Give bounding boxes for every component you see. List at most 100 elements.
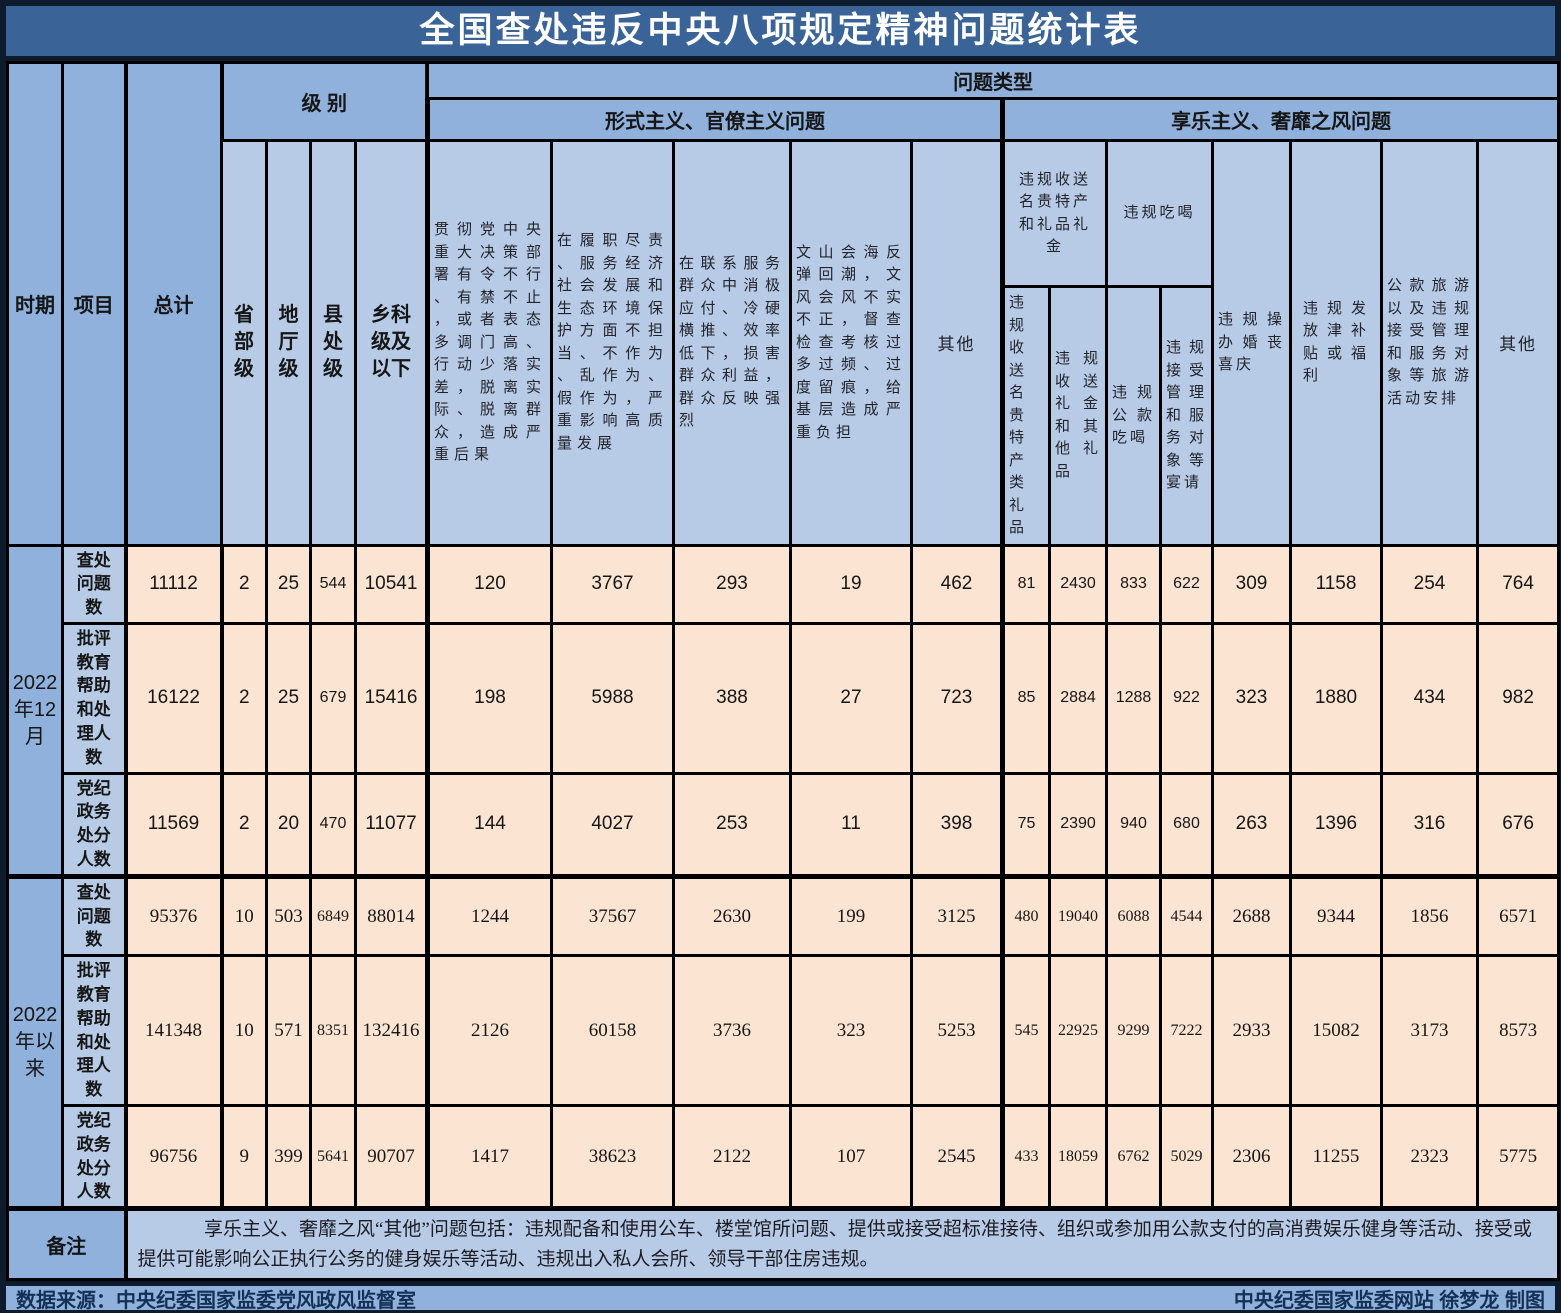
data-cell: 723 — [910, 621, 1004, 775]
data-cell: 11077 — [354, 771, 429, 878]
data-cell: 20 — [265, 771, 312, 878]
data-cell: 982 — [1475, 621, 1561, 775]
data-cell: 922 — [1159, 621, 1214, 775]
data-cell: 60158 — [550, 954, 675, 1108]
data-cell: 5029 — [1159, 1104, 1214, 1211]
header-formalism-col-4: 文山会海反弹回潮，文风会风不实不正，督查检查考核过多过频、过度留痕，给基层造成严… — [789, 139, 913, 547]
data-cell: 470 — [309, 771, 357, 878]
data-cell: 18059 — [1048, 1104, 1108, 1211]
data-cell: 1856 — [1380, 873, 1479, 958]
data-cell: 5253 — [910, 954, 1004, 1108]
data-cell: 95376 — [123, 873, 223, 958]
data-cell: 9 — [219, 1104, 268, 1211]
data-cell: 1158 — [1289, 543, 1383, 625]
row-label: 党纪政务处分人数 — [61, 1104, 127, 1211]
data-cell: 85 — [1000, 621, 1051, 775]
footer-bar: 数据来源：中央纪委国家监委党风政风监督室 中央纪委国家监委网站 徐梦龙 制图 — [6, 1281, 1555, 1312]
data-cell: 6088 — [1105, 873, 1162, 958]
data-cell: 2884 — [1048, 621, 1108, 775]
data-cell: 6849 — [309, 873, 357, 958]
remark-label: 备注 — [6, 1206, 127, 1282]
data-cell: 2390 — [1048, 771, 1108, 878]
data-cell: 676 — [1475, 771, 1561, 878]
data-cell: 1396 — [1289, 771, 1383, 878]
data-cell: 25 — [265, 543, 312, 625]
data-cell: 7222 — [1159, 954, 1214, 1108]
data-cell: 544 — [309, 543, 357, 625]
data-cell: 1244 — [425, 873, 553, 958]
data-cell: 10 — [219, 873, 268, 958]
data-cell: 4027 — [550, 771, 675, 878]
header-hedonism-wedding: 违规操办婚丧喜庆 — [1211, 139, 1292, 547]
header-period: 时期 — [6, 61, 64, 547]
data-cell: 622 — [1159, 543, 1214, 625]
header-item: 项目 — [61, 61, 127, 547]
data-cell: 6571 — [1475, 873, 1561, 958]
data-cell: 81 — [1000, 543, 1051, 625]
data-source-text: 数据来源：中央纪委国家监委党风政风监督室 — [16, 1289, 416, 1312]
data-cell: 141348 — [123, 954, 223, 1108]
data-cell: 571 — [265, 954, 312, 1108]
header-hedonism-allowance: 违规发放津补贴或福利 — [1289, 139, 1383, 547]
data-cell: 679 — [309, 621, 357, 775]
header-problem-type: 问题类型 — [425, 61, 1561, 100]
data-cell: 940 — [1105, 771, 1162, 878]
data-cell: 8351 — [309, 954, 357, 1108]
data-cell: 2688 — [1211, 873, 1292, 958]
data-cell: 9299 — [1105, 954, 1162, 1108]
header-hedonism-travel: 公款旅游以及违规接受管理和服务对象等旅游活动安排 — [1380, 139, 1479, 547]
data-cell: 323 — [789, 954, 913, 1108]
header-level-township: 乡科级及以下 — [354, 139, 429, 547]
data-cell: 37567 — [550, 873, 675, 958]
data-cell: 19 — [789, 543, 913, 625]
header-hedonism-public-meal: 违规公款吃喝 — [1105, 285, 1162, 547]
row-label: 查处问题数 — [61, 543, 127, 625]
data-cell: 199 — [789, 873, 913, 958]
data-cell: 2545 — [910, 1104, 1004, 1211]
data-cell: 90707 — [354, 1104, 429, 1211]
header-formalism-col-1: 贯彻党中央重大决策部署有令不行、有禁不止，或者表态多调门高、行动少落实差，脱离实… — [425, 139, 553, 547]
row-label: 批评教育帮助和处理人数 — [61, 954, 127, 1108]
header-hedonism-gift-specialty: 违规收送名贵特产类礼品 — [1000, 285, 1051, 547]
data-cell: 4544 — [1159, 873, 1214, 958]
data-cell: 11112 — [123, 543, 223, 625]
data-cell: 2 — [219, 621, 268, 775]
statistics-table: 时期 项目 总计 级 别 问题类型 形式主义、官僚主义问题 享乐主义、奢靡之风问… — [6, 61, 1561, 1282]
data-cell: 15082 — [1289, 954, 1383, 1108]
data-cell: 96756 — [123, 1104, 223, 1211]
data-cell: 2630 — [672, 873, 792, 958]
data-cell: 2306 — [1211, 1104, 1292, 1211]
period-label: 2022年12月 — [6, 543, 64, 878]
data-cell: 764 — [1475, 543, 1561, 625]
data-cell: 434 — [1380, 621, 1479, 775]
data-cell: 480 — [1000, 873, 1051, 958]
data-cell: 545 — [1000, 954, 1051, 1108]
data-cell: 120 — [425, 543, 553, 625]
data-cell: 3125 — [910, 873, 1004, 958]
data-cell: 316 — [1380, 771, 1479, 878]
data-cell: 2 — [219, 543, 268, 625]
data-cell: 6762 — [1105, 1104, 1162, 1211]
data-cell: 2430 — [1048, 543, 1108, 625]
data-cell: 8573 — [1475, 954, 1561, 1108]
row-label: 查处问题数 — [61, 873, 127, 958]
data-cell: 11569 — [123, 771, 223, 878]
data-cell: 1288 — [1105, 621, 1162, 775]
data-cell: 16122 — [123, 621, 223, 775]
data-cell: 2 — [219, 771, 268, 878]
data-cell: 323 — [1211, 621, 1292, 775]
data-cell: 25 — [265, 621, 312, 775]
data-cell: 398 — [910, 771, 1004, 878]
row-label: 党纪政务处分人数 — [61, 771, 127, 878]
remark-text: 享乐主义、奢靡之风“其他”问题包括：违规配备和使用公车、楼堂馆所问题、提供或接受… — [137, 1219, 1532, 1270]
data-cell: 680 — [1159, 771, 1214, 878]
data-cell: 3767 — [550, 543, 675, 625]
data-cell: 88014 — [354, 873, 429, 958]
data-cell: 253 — [672, 771, 792, 878]
data-cell: 22925 — [1048, 954, 1108, 1108]
remark-content: 享乐主义、奢靡之风“其他”问题包括：违规配备和使用公车、楼堂馆所问题、提供或接受… — [123, 1206, 1561, 1282]
period-label: 2022年以来 — [6, 873, 64, 1211]
data-cell: 107 — [789, 1104, 913, 1211]
header-level-prefecture: 地厅级 — [265, 139, 312, 547]
data-cell: 144 — [425, 771, 553, 878]
